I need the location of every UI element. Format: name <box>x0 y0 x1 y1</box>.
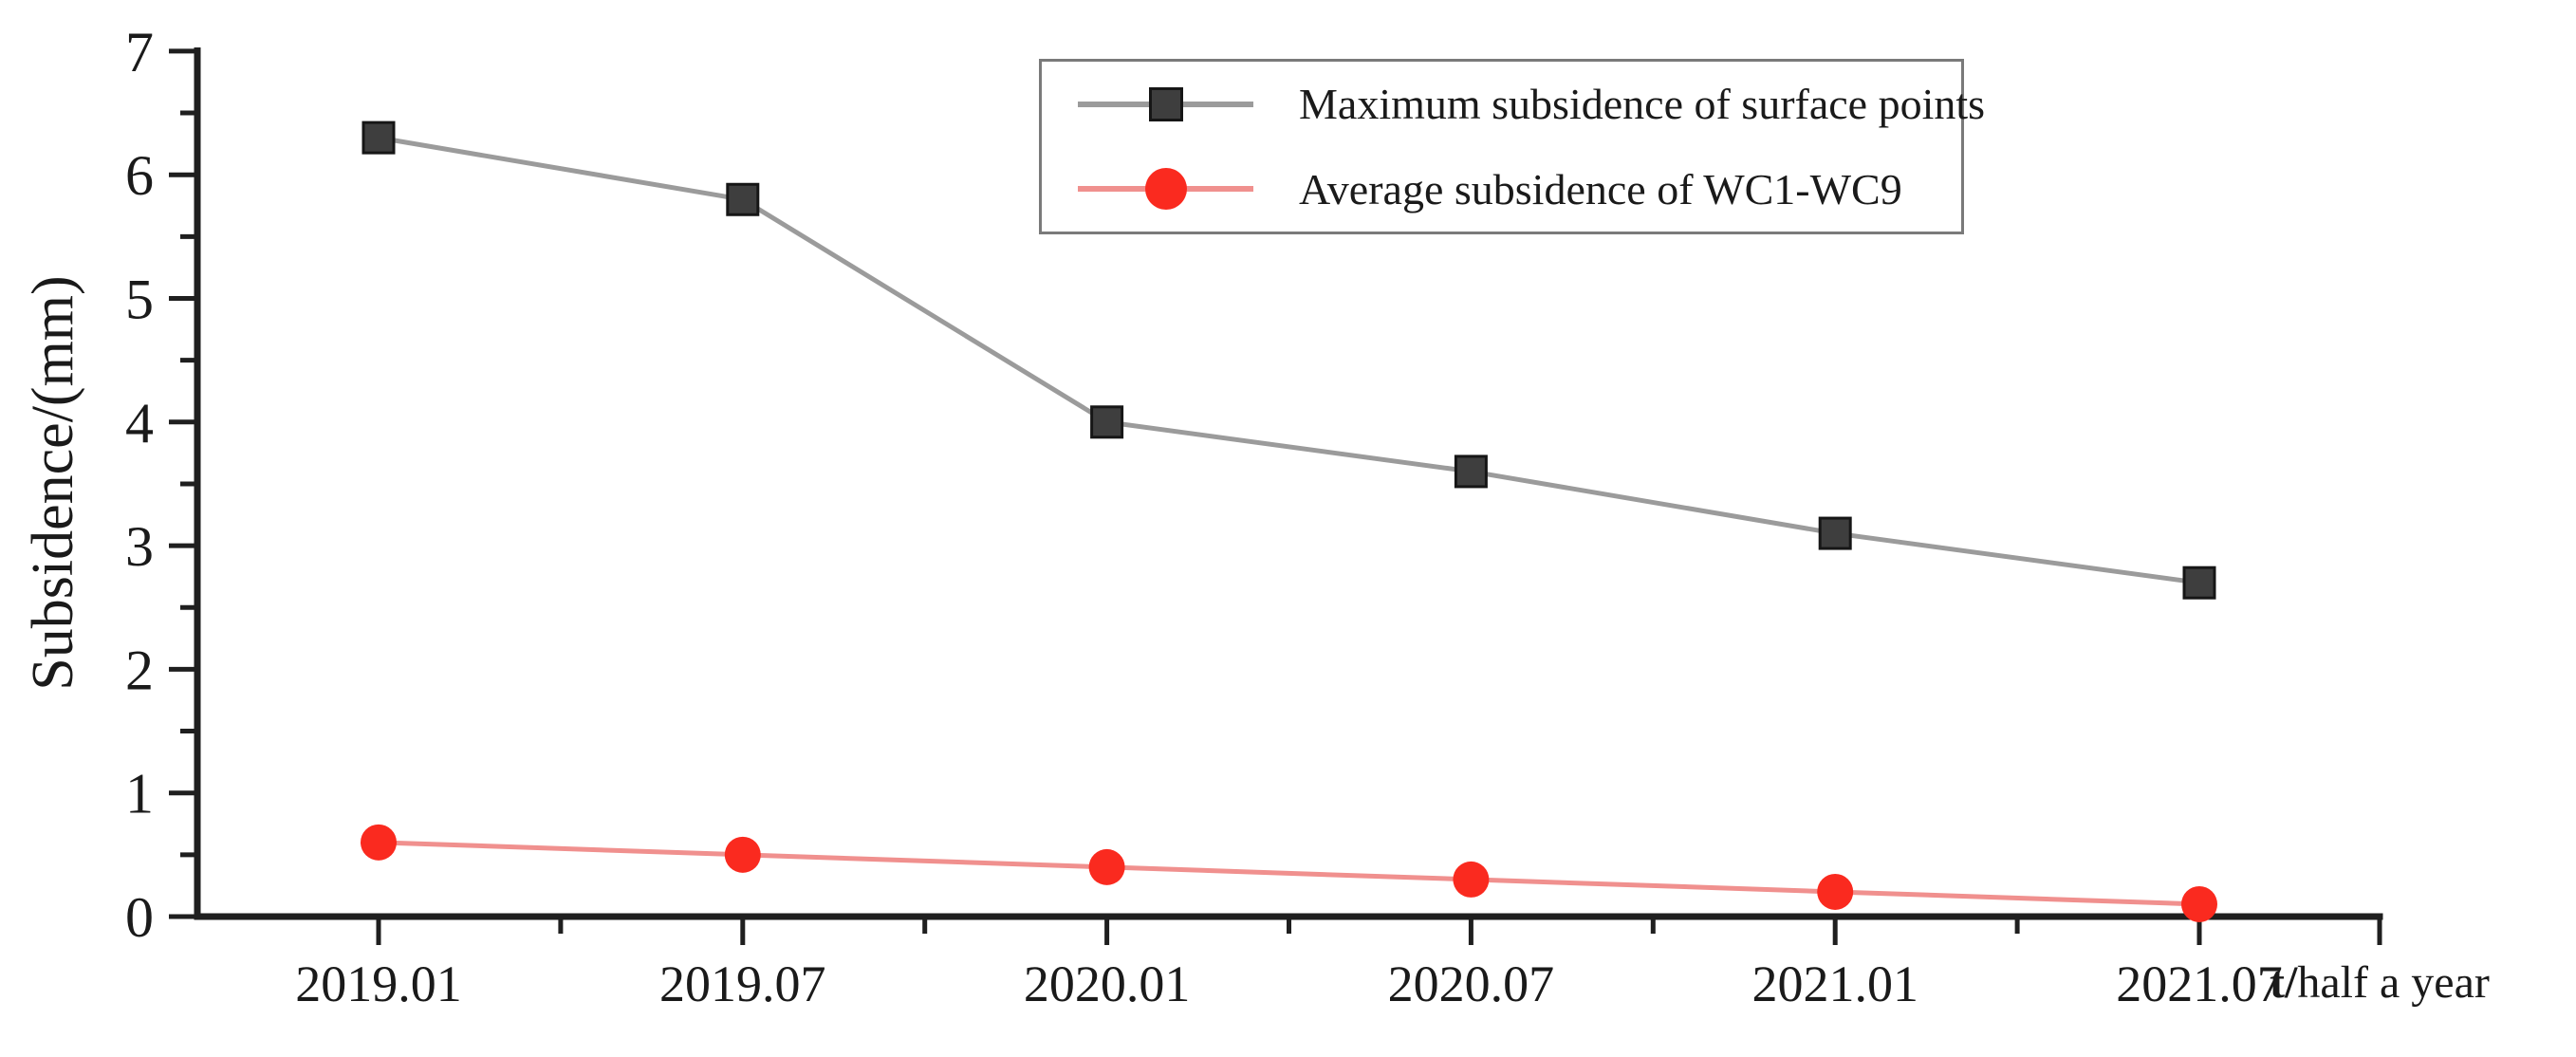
legend-item-maximum-subsidence: Maximum subsidence of surface points <box>1042 62 1985 147</box>
data-point-square <box>1818 516 1852 550</box>
x-tick-label: 2021.07 <box>2116 955 2283 1012</box>
data-point-circle <box>1453 861 1490 898</box>
data-point-circle <box>361 824 397 861</box>
data-point-circle <box>2181 885 2217 922</box>
x-axis-title: t/half a year <box>2270 957 2490 1008</box>
legend-label-average-subsidence: Average subsidence of WC1-WC9 <box>1299 164 1902 213</box>
data-point-circle <box>1817 873 1854 910</box>
data-point-square <box>1454 454 1488 489</box>
x-tick-label: 2019.01 <box>295 955 462 1012</box>
legend-sample-square-series <box>1078 80 1253 129</box>
data-point-square <box>2182 566 2216 600</box>
y-tick-label: 0 <box>125 886 154 949</box>
y-axis-title: Subsidence/(mm) <box>21 275 85 691</box>
legend-item-average-subsidence: Average subsidence of WC1-WC9 <box>1042 147 1961 232</box>
legend-sample-circle-series <box>1078 164 1253 213</box>
data-point-circle <box>1088 848 1125 885</box>
y-tick-label: 2 <box>125 639 154 701</box>
data-point-square <box>361 121 396 155</box>
x-tick-label: 2021.01 <box>1751 955 1918 1012</box>
y-tick-label: 4 <box>125 392 154 454</box>
series-line-circle <box>378 840 2200 907</box>
legend-label-maximum-subsidence: Maximum subsidence of surface points <box>1299 80 1986 129</box>
data-point-circle <box>724 836 761 873</box>
y-tick-label: 3 <box>125 515 154 578</box>
data-point-square <box>726 182 760 216</box>
data-point-square <box>1090 405 1124 439</box>
legend-box: Maximum subsidence of surface points Ave… <box>1039 59 1985 234</box>
y-tick-label: 7 <box>125 21 154 83</box>
legend-circle-marker-icon <box>1144 168 1187 211</box>
x-tick-label: 2020.07 <box>1388 955 1555 1012</box>
x-tick-label: 2019.07 <box>659 955 826 1012</box>
y-tick-label: 5 <box>125 269 154 331</box>
y-tick-label: 1 <box>125 763 154 825</box>
y-tick-label: 6 <box>125 144 154 207</box>
x-tick-label: 2020.01 <box>1024 955 1191 1012</box>
series-line-square <box>378 135 2200 585</box>
legend-square-marker-icon <box>1148 86 1183 121</box>
